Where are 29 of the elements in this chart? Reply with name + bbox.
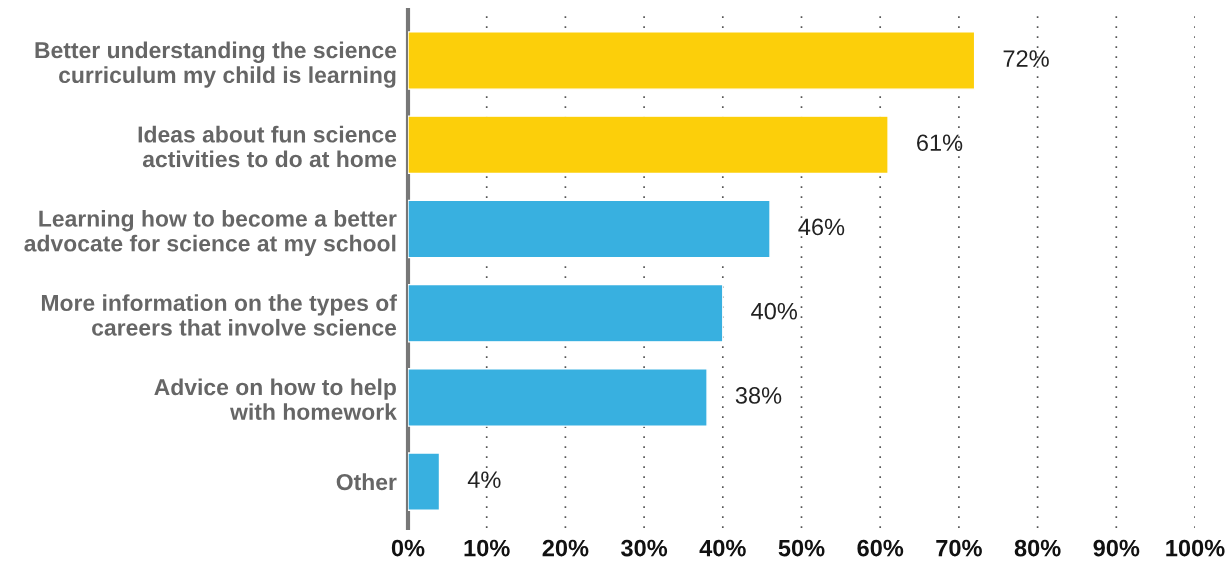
bar: [408, 199, 771, 259]
x-tick-label: 80%: [1014, 539, 1061, 557]
data-label: 4%: [467, 471, 501, 488]
y-tick-label: Other: [336, 473, 397, 491]
y-tick-label: Ideas about fun science activities to do at home: [138, 125, 397, 168]
x-tick-label: 100%: [1166, 539, 1225, 557]
bar: [408, 368, 708, 427]
data-label: 38%: [735, 387, 782, 404]
bar: [408, 283, 724, 343]
bar: [408, 31, 976, 90]
y-tick-label: More information on the types of careers that involve science: [41, 294, 397, 336]
x-tick-label: 30%: [621, 539, 668, 557]
bar: [408, 452, 441, 512]
x-tick-label: 70%: [936, 539, 982, 557]
x-tick-label: 20%: [542, 539, 589, 557]
bar: [408, 115, 889, 175]
y-tick-label: Advice on how to help with homework: [154, 378, 397, 420]
x-tick-label: 10%: [464, 539, 510, 557]
data-label: 72%: [1003, 50, 1049, 67]
data-label: 40%: [751, 302, 797, 320]
x-tick-label: 50%: [778, 539, 825, 557]
x-tick-label: 40%: [699, 539, 746, 557]
data-label: 61%: [917, 134, 963, 152]
x-tick-label: 90%: [1093, 539, 1140, 557]
x-tick-label: 0%: [391, 539, 425, 557]
data-label: 46%: [798, 218, 845, 236]
y-tick-label: Better understanding the science curriculum my child is learning: [35, 41, 397, 88]
y-tick-label: Learning how to become a better advocate for science at my school: [24, 209, 397, 257]
x-tick-label: 60%: [857, 539, 904, 557]
